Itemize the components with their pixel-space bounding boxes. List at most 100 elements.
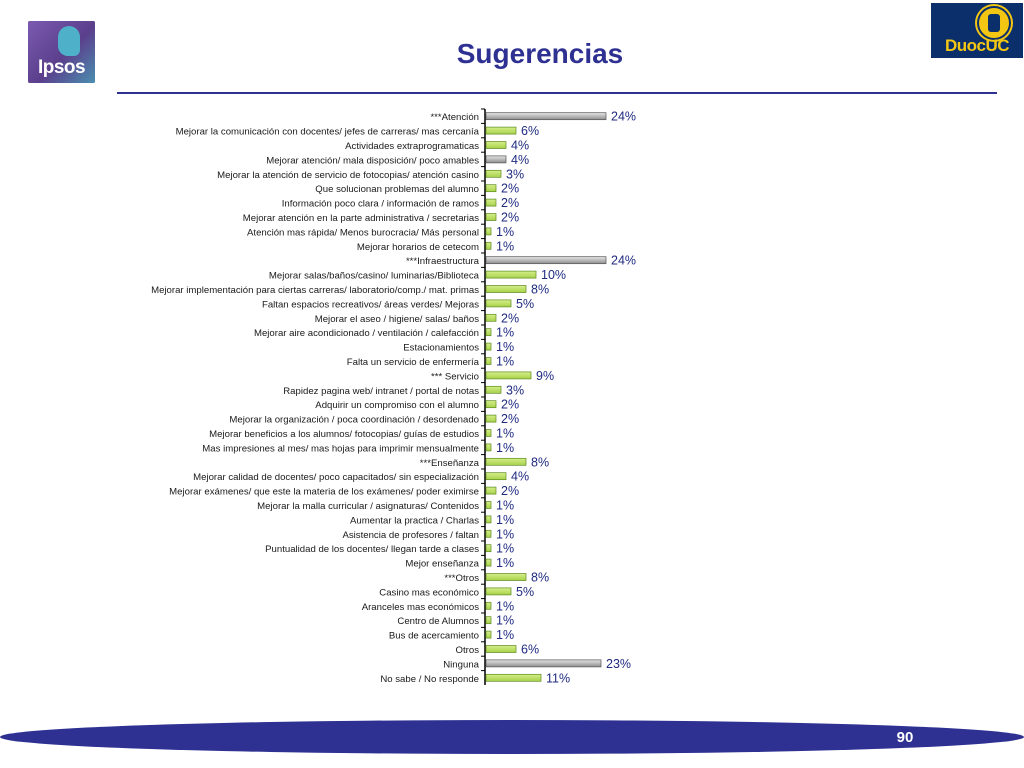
- category-label: Mejorar implementación para ciertas carr…: [151, 285, 479, 296]
- data-label: 1%: [496, 441, 514, 455]
- suggestion-bar: [485, 169, 502, 178]
- category-label: Casino mas económico: [379, 587, 479, 598]
- data-label: 3%: [506, 383, 524, 397]
- suggestion-bar: [485, 285, 527, 293]
- suggestion-bar: [485, 227, 492, 236]
- data-label: 10%: [541, 268, 566, 282]
- category-label: ***Otros: [444, 573, 479, 584]
- data-label: 2%: [501, 398, 519, 412]
- title-divider: [117, 92, 997, 94]
- data-label: 6%: [521, 643, 539, 657]
- data-label: 8%: [531, 283, 549, 297]
- category-label: Actividades extraprogramaticas: [345, 141, 479, 152]
- category-label: Atención mas rápida/ Menos burocracia/ M…: [247, 227, 479, 238]
- data-label: 23%: [606, 657, 631, 671]
- data-label: 24%: [611, 254, 636, 268]
- category-total-bar: [485, 155, 507, 164]
- category-label: Ninguna: [443, 659, 479, 670]
- page-number: 90: [896, 729, 914, 746]
- category-label: Aranceles mas económicos: [362, 602, 480, 613]
- ipsos-logo: Ipsos: [28, 21, 95, 83]
- suggestion-bar: [485, 457, 527, 466]
- data-label: 2%: [501, 182, 519, 196]
- category-label: Puntualidad de los docentes/ llegan tard…: [265, 544, 479, 555]
- data-label: 1%: [496, 340, 514, 354]
- suggestion-bar: [485, 342, 492, 351]
- suggestion-bar: [485, 270, 537, 279]
- suggestion-bar: [485, 645, 517, 653]
- category-total-bar: [485, 112, 607, 121]
- suggestion-bar: [485, 328, 492, 337]
- category-label: ***Enseñanza: [420, 458, 480, 469]
- suggestion-bar: [485, 529, 492, 538]
- suggestion-bar: [485, 601, 492, 610]
- data-label: 1%: [496, 527, 514, 541]
- category-label: Mejorar salas/baños/casino/ luminarias/B…: [269, 271, 480, 282]
- footer-band: [0, 720, 1024, 754]
- data-label: 6%: [521, 124, 539, 138]
- suggestion-bar: [485, 616, 492, 625]
- suggestion-bar: [485, 313, 497, 322]
- suggestion-bar: [485, 443, 492, 452]
- ipsos-logo-text: Ipsos: [37, 57, 86, 78]
- data-label: 1%: [496, 239, 514, 253]
- duocuc-logo: DuocUC: [931, 3, 1023, 58]
- category-label: Asistencia de profesores / faltan: [342, 530, 479, 541]
- suggestion-bar: [485, 429, 492, 437]
- category-label: Información poco clara / información de …: [282, 199, 479, 210]
- category-label: Adquirir un compromiso con el alumno: [315, 400, 479, 411]
- suggestion-bar: [485, 472, 507, 481]
- data-label: 8%: [531, 571, 549, 585]
- category-label: ***Atención: [430, 112, 479, 123]
- suggestion-bar: [485, 630, 492, 639]
- suggestion-bar: [485, 673, 542, 682]
- category-label: Mejorar la atención de servicio de fotoc…: [217, 170, 479, 181]
- category-total-bar: [485, 256, 607, 265]
- category-label: Mejorar la comunicación con docentes/ je…: [176, 127, 480, 138]
- category-label: Mejorar aire acondicionado / ventilación…: [254, 328, 479, 339]
- category-label: Mejorar atención/ mala disposición/ poco…: [266, 155, 479, 166]
- suggestion-bar: [485, 184, 497, 193]
- suggestion-bar: [485, 414, 497, 423]
- suggestion-bar: [485, 198, 497, 207]
- category-label: Rapidez pagina web/ intranet / portal de…: [283, 386, 479, 397]
- category-label: Estacionamientos: [403, 343, 479, 354]
- suggestion-bar: [485, 544, 492, 553]
- category-label: No sabe / No responde: [380, 674, 479, 685]
- category-label: Otros: [456, 645, 480, 656]
- category-label: Aumentar la practica / Charlas: [350, 515, 479, 526]
- suggestion-bar: [485, 213, 497, 221]
- category-label: Mejorar beneficios a los alumnos/ fotoco…: [209, 429, 479, 440]
- suggestion-bar: [485, 558, 492, 567]
- suggestion-bar: [485, 371, 532, 380]
- data-label: 1%: [496, 513, 514, 527]
- category-label: Mejorar el aseo / higiene/ salas/ baños: [315, 314, 479, 325]
- category-label: Mejorar exámenes/ que este la materia de…: [169, 487, 479, 498]
- data-label: 11%: [546, 671, 570, 685]
- data-label: 5%: [516, 297, 534, 311]
- category-label: Mejor enseñanza: [405, 559, 479, 570]
- data-label: 1%: [496, 599, 514, 613]
- category-label: Centro de Alumnos: [397, 616, 479, 627]
- data-label: 1%: [496, 542, 514, 556]
- suggestion-bar: [485, 299, 512, 308]
- suggestion-bar: [485, 573, 527, 581]
- category-label: Falta un servicio de enfermería: [347, 357, 480, 368]
- suggestion-bar: [485, 357, 492, 365]
- duocuc-logo-text: DuocUC: [944, 36, 1010, 55]
- category-label: Mejorar horarios de cetecom: [357, 242, 479, 253]
- data-label: 2%: [501, 211, 519, 225]
- category-label: Mejorar atención en la parte administrat…: [243, 213, 479, 224]
- data-label: 3%: [506, 167, 524, 181]
- suggestion-bar: [485, 486, 497, 495]
- data-label: 9%: [536, 369, 554, 383]
- category-label: *** Servicio: [431, 371, 479, 382]
- data-label: 4%: [511, 139, 529, 153]
- data-label: 1%: [496, 556, 514, 570]
- data-label: 8%: [531, 455, 549, 469]
- suggestion-bar: [485, 515, 492, 524]
- data-label: 1%: [496, 326, 514, 340]
- data-label: 1%: [496, 225, 514, 239]
- suggestion-bar: [485, 587, 512, 596]
- category-label: Mejorar calidad de docentes/ poco capaci…: [193, 472, 479, 483]
